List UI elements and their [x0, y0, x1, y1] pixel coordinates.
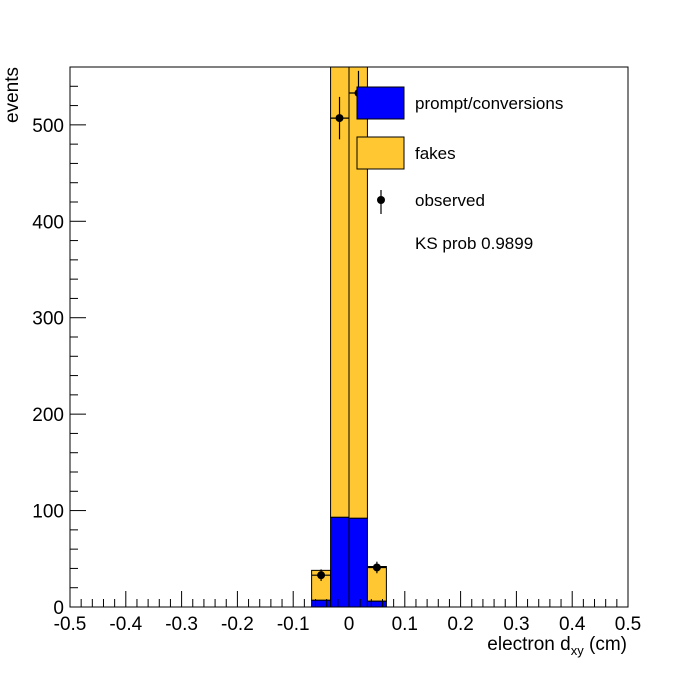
x-tick-label: -0.5 — [54, 614, 87, 635]
x-axis-tick-labels: -0.5 -0.4 -0.3 -0.2 -0.1 0 0.1 0.2 0.3 0.4 0.5 — [54, 614, 642, 635]
x-tick-label: -0.1 — [277, 614, 310, 635]
x-axis-label: electron dxy (cm) — [487, 634, 627, 658]
x-axis-label-main: electron d — [487, 634, 570, 655]
y-tick-label: 500 — [32, 116, 64, 137]
legend-label: fakes — [415, 144, 456, 163]
y-tick-label: 300 — [32, 309, 64, 330]
y-axis-label: events — [2, 67, 23, 123]
legend-entry-1: fakes — [356, 136, 456, 170]
bar-fakes-2 — [348, 66, 368, 519]
observed-point-1 — [330, 96, 349, 140]
legend-swatch — [356, 136, 405, 170]
x-axis-label-subscript: xy — [571, 643, 585, 658]
x-tick-label: 0 — [344, 614, 355, 635]
y-tick-label: 100 — [32, 502, 64, 523]
observed-point-3 — [367, 561, 387, 574]
bar-prompt-3 — [366, 600, 387, 608]
bar-prompt-2 — [348, 517, 368, 608]
ks-annotation: KS prob 0.9899 — [415, 234, 533, 253]
x-tick-label: -0.4 — [109, 614, 142, 635]
x-axis-label-unit: (cm) — [584, 634, 627, 655]
x-tick-label: 0.5 — [615, 614, 641, 635]
stacked-bars — [311, 66, 387, 608]
bar-prompt-0 — [311, 599, 332, 608]
x-tick-label: -0.3 — [165, 614, 198, 635]
legend-entry-2: observed — [377, 190, 485, 214]
x-tick-label: 0.2 — [447, 614, 473, 635]
x-tick-label: 0.1 — [392, 614, 418, 635]
x-tick-label: 0.4 — [559, 614, 586, 635]
y-tick-label: 400 — [32, 212, 64, 233]
legend-marker — [377, 196, 385, 204]
x-tick-label: 0.3 — [503, 614, 529, 635]
bar-prompt-1 — [330, 516, 350, 608]
x-tick-label: -0.2 — [221, 614, 254, 635]
observed-point-0 — [311, 569, 331, 581]
legend-entry-0: prompt/conversions — [356, 86, 563, 120]
y-axis-ticks — [70, 66, 86, 608]
legend-label: prompt/conversions — [415, 94, 563, 113]
y-tick-label: 0 — [53, 598, 64, 619]
y-tick-label: 200 — [32, 405, 64, 426]
y-axis-tick-labels: 0 100 200 300 400 500 — [32, 116, 64, 619]
legend: prompt/conversions fakes observed — [356, 86, 563, 214]
x-axis-ticks — [69, 591, 629, 607]
legend-label: observed — [415, 191, 485, 210]
legend-swatch — [356, 86, 405, 120]
